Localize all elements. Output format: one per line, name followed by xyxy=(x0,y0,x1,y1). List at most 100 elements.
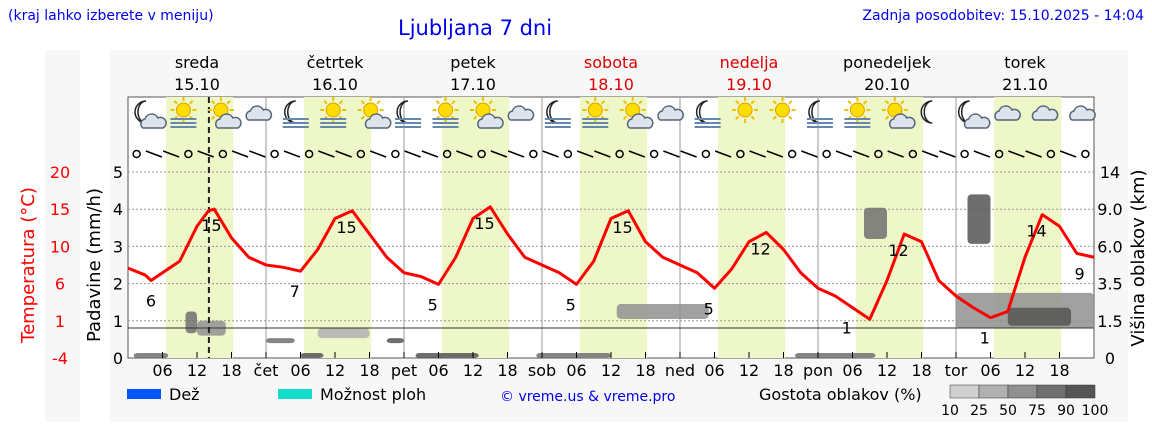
daylight-band xyxy=(165,97,234,358)
wind-calm-icon xyxy=(529,149,538,159)
x-tick-label: 06 xyxy=(704,361,724,380)
temp-label: 15 xyxy=(336,218,356,237)
sun-icon xyxy=(582,97,609,123)
wind-barb-icon xyxy=(249,150,266,158)
precip-tick: 1 xyxy=(113,312,123,331)
cloud-icon xyxy=(1031,105,1059,121)
wind-barb-icon xyxy=(456,150,473,158)
cloud-icon xyxy=(1069,105,1096,121)
wind-barb-icon xyxy=(663,150,680,158)
wind-calm-icon xyxy=(615,149,624,159)
page-title: Ljubljana 7 dni xyxy=(398,16,553,40)
cloud-icon xyxy=(215,113,242,129)
x-tick-label: 18 xyxy=(911,361,931,380)
wind-barb-icon xyxy=(594,150,611,158)
temp-label: 1 xyxy=(980,329,990,348)
cloud-height-tick: 14 xyxy=(1100,163,1120,182)
x-tick-label: 18 xyxy=(497,361,517,380)
x-tick-label: 12 xyxy=(187,361,207,380)
day-date: 15.10 xyxy=(174,75,220,94)
cloud-density-label: Gostota oblakov (%) xyxy=(759,385,922,404)
x-tick-label: 06 xyxy=(566,361,586,380)
temp-axis-label: Temperatura (°C) xyxy=(18,187,39,344)
wind-barb-icon xyxy=(714,150,732,158)
x-tick-label: pon xyxy=(803,361,833,380)
temp-tick: 15 xyxy=(50,200,70,219)
cloud-icon xyxy=(994,105,1021,121)
x-tick-label: 12 xyxy=(601,361,621,380)
x-tick-label: 06 xyxy=(980,361,1000,380)
last-updated: Zadnja posodobitev: 15.10.2025 - 14:04 xyxy=(862,8,1144,24)
wind-calm-icon xyxy=(736,149,745,159)
temp-label: 14 xyxy=(1026,222,1046,241)
wind-calm-icon xyxy=(356,149,366,159)
wind-barb-icon xyxy=(887,150,904,158)
wind-barb-icon xyxy=(939,150,956,158)
wind-barb-icon xyxy=(835,150,853,158)
sun-icon xyxy=(769,97,796,123)
wind-calm-icon xyxy=(994,149,1004,159)
x-tick-label: sob xyxy=(528,361,556,380)
precip-axis-label: Padavine (mm/h) xyxy=(84,188,105,342)
cloud-blob xyxy=(185,311,197,334)
x-tick-label: 12 xyxy=(325,361,345,380)
density-swatch xyxy=(1065,384,1096,399)
wind-calm-icon xyxy=(218,149,228,159)
precip-tick: 5 xyxy=(113,163,123,182)
temp-label: 5 xyxy=(704,299,714,318)
day-name: sobota xyxy=(584,53,638,72)
cloud-height-tick: 9.0 xyxy=(1097,200,1122,219)
x-tick-label: 06 xyxy=(428,361,448,380)
cloud-icon xyxy=(477,113,504,129)
city-menu-note: (kraj lahko izberete v meniju) xyxy=(8,8,214,24)
density-swatch xyxy=(1007,384,1038,399)
sun-icon xyxy=(732,97,759,123)
wind-barb-icon xyxy=(1025,150,1042,158)
wind-calm-icon xyxy=(908,149,918,159)
sun-icon xyxy=(320,97,347,123)
cloud-blob xyxy=(386,338,404,344)
wind-barb-icon xyxy=(318,150,335,158)
wind-calm-icon xyxy=(1046,149,1056,159)
wind-barb-icon xyxy=(680,150,697,158)
showers-legend-label: Možnost ploh xyxy=(320,385,426,404)
wind-calm-icon xyxy=(304,149,314,159)
wind-calm-icon xyxy=(184,149,193,159)
precip-tick: 0 xyxy=(113,349,123,368)
cloud-blob xyxy=(300,353,324,358)
cloud-icon xyxy=(626,113,654,129)
rain-legend-label: Dež xyxy=(169,385,200,404)
cloud-icon xyxy=(245,105,273,121)
day-date: 20.10 xyxy=(864,75,910,94)
daylight-band xyxy=(717,97,786,358)
cloud-blob xyxy=(1007,307,1071,326)
wind-barb-icon xyxy=(766,150,784,158)
temp-tick: 6 xyxy=(55,275,65,294)
wind-barb-icon xyxy=(973,150,991,158)
showers-swatch xyxy=(278,389,312,399)
left-panel xyxy=(45,50,80,422)
day-date: 18.10 xyxy=(588,75,634,94)
density-tick: 75 xyxy=(1028,403,1046,419)
day-name: nedelja xyxy=(720,53,779,72)
cloud-blob xyxy=(415,353,479,358)
temperature-line xyxy=(127,205,1095,321)
wind-calm-icon xyxy=(1081,149,1090,159)
wind-calm-icon xyxy=(563,149,573,159)
cloud-height-tick: 1.5 xyxy=(1097,312,1122,331)
temp-label: 12 xyxy=(888,241,908,260)
x-tick-label: 12 xyxy=(1015,361,1035,380)
wind-barb-icon xyxy=(490,150,508,158)
wind-calm-icon xyxy=(960,149,969,159)
temp-label: 7 xyxy=(290,282,300,301)
temp-tick: 20 xyxy=(50,163,70,182)
x-tick-label: 12 xyxy=(463,361,483,380)
x-tick-label: tor xyxy=(945,361,968,380)
wind-calm-icon xyxy=(701,149,711,159)
wind-barb-icon xyxy=(1008,150,1025,158)
temp-label: 15 xyxy=(612,218,632,237)
temp-label: 5 xyxy=(428,295,438,314)
wind-barb-icon xyxy=(404,150,421,158)
x-tick-label: 06 xyxy=(290,361,310,380)
temp-label: 15 xyxy=(474,214,494,233)
